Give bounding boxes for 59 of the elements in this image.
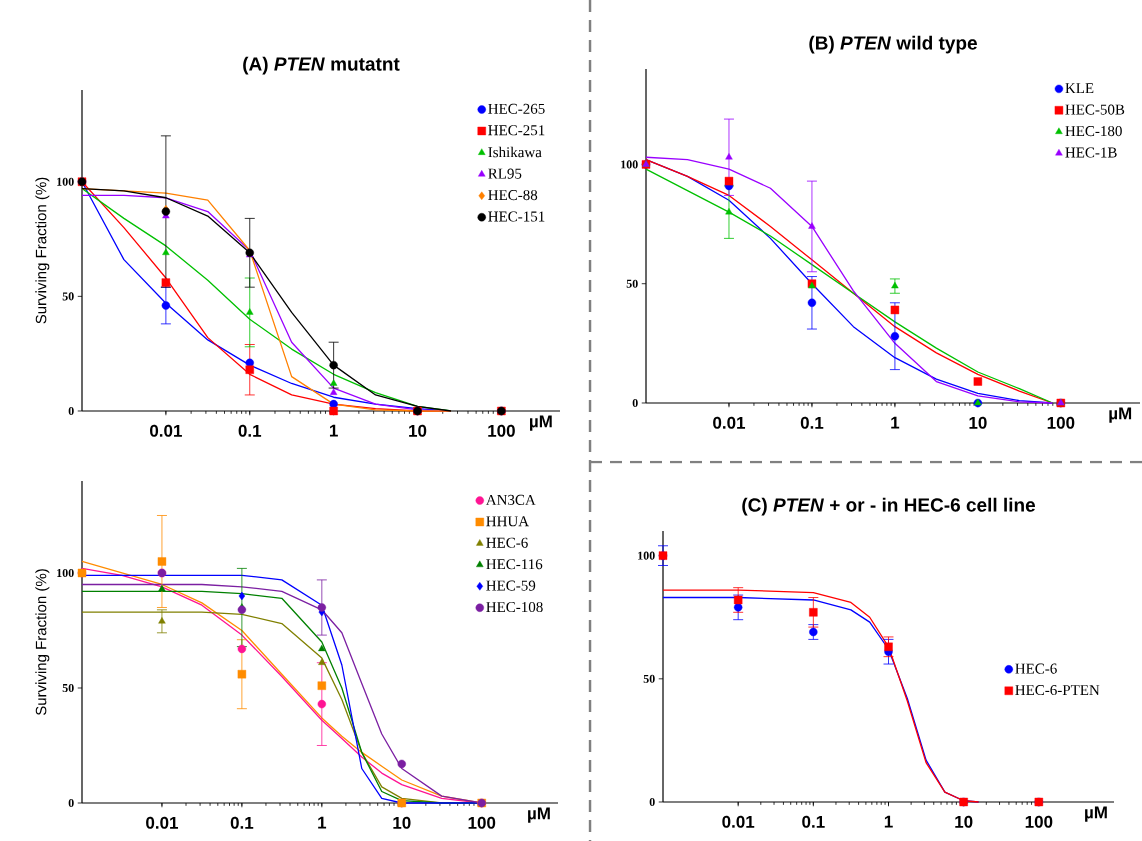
y-axis-title: Surviving Fraction (%) bbox=[35, 569, 50, 716]
chart-title: (B) PTEN wild type bbox=[809, 35, 977, 54]
legend-label: HEC-180 bbox=[1065, 126, 1122, 137]
y-tick-label: 0 bbox=[68, 406, 74, 416]
x-tick-label: 10 bbox=[969, 416, 987, 429]
legend-label: HEC-88 bbox=[488, 190, 538, 201]
x-tick-label: 10 bbox=[409, 424, 427, 437]
y-tick-label: 50 bbox=[62, 683, 74, 693]
x-tick-label: 0.1 bbox=[802, 815, 825, 828]
y-tick-label: 50 bbox=[62, 292, 74, 301]
legend-label: HEC-1B bbox=[1065, 147, 1117, 158]
x-axis-title: µM bbox=[528, 807, 550, 823]
x-tick-label: 10 bbox=[955, 815, 973, 828]
y-tick-label: 0 bbox=[68, 798, 74, 808]
y-axis-title: Surviving Fraction (%) bbox=[35, 177, 50, 324]
x-tick-label: 1 bbox=[891, 416, 900, 429]
legend-label: RL95 bbox=[488, 168, 522, 179]
x-tick-label: 100 bbox=[1047, 416, 1075, 429]
y-tick-label: 50 bbox=[643, 674, 655, 683]
x-tick-label: 1 bbox=[329, 424, 338, 437]
legend-label: KLE bbox=[1065, 83, 1094, 94]
x-tick-label: 0.01 bbox=[150, 424, 182, 437]
y-tick-label: 0 bbox=[632, 398, 638, 408]
legend-label: HEC-59 bbox=[486, 580, 536, 591]
x-tick-label: 0.1 bbox=[238, 424, 262, 437]
legend-label: HEC-108 bbox=[486, 601, 543, 613]
chart-title: (C) PTEN + or - in HEC-6 cell line bbox=[742, 497, 1036, 516]
legend-label: HEC-50B bbox=[1065, 104, 1125, 115]
x-axis-title: µM bbox=[530, 415, 552, 431]
x-tick-label: 100 bbox=[488, 424, 515, 437]
y-tick-label: 100 bbox=[621, 160, 638, 169]
legend-label: AN3CA bbox=[485, 494, 536, 505]
x-axis-title: µM bbox=[1085, 806, 1107, 822]
x-tick-label: 0.1 bbox=[230, 816, 254, 829]
legend-label: HEC-251 bbox=[488, 125, 545, 136]
x-tick-label: 100 bbox=[1025, 815, 1053, 828]
x-tick-label: 100 bbox=[468, 816, 496, 829]
x-tick-label: 0.01 bbox=[722, 815, 755, 828]
legend-label: HEC-265 bbox=[488, 103, 545, 114]
legend-label: HEC-6 bbox=[1015, 663, 1057, 674]
x-tick-label: 10 bbox=[393, 816, 411, 829]
x-tick-label: 0.01 bbox=[146, 816, 179, 829]
y-tick-label: 0 bbox=[649, 797, 655, 807]
x-tick-label: 1 bbox=[318, 816, 327, 829]
x-tick-label: 1 bbox=[884, 815, 893, 828]
y-tick-label: 100 bbox=[57, 177, 74, 186]
legend-label: HHUA bbox=[486, 516, 529, 527]
legend-label: HEC-151 bbox=[488, 211, 545, 222]
x-axis-title: µM bbox=[1109, 407, 1132, 423]
chart-title: (A) PTEN mutatnt bbox=[243, 56, 400, 75]
legend-label: HEC-116 bbox=[486, 559, 543, 570]
x-tick-label: 0.01 bbox=[713, 416, 746, 429]
y-tick-label: 100 bbox=[638, 551, 655, 560]
legend-label: Ishikawa bbox=[488, 146, 542, 158]
y-tick-label: 50 bbox=[626, 279, 638, 288]
y-tick-label: 100 bbox=[57, 568, 74, 578]
legend-label: HEC-6 bbox=[486, 537, 528, 548]
x-tick-label: 0.1 bbox=[800, 416, 824, 429]
legend-label: HEC-6-PTEN bbox=[1015, 685, 1100, 696]
